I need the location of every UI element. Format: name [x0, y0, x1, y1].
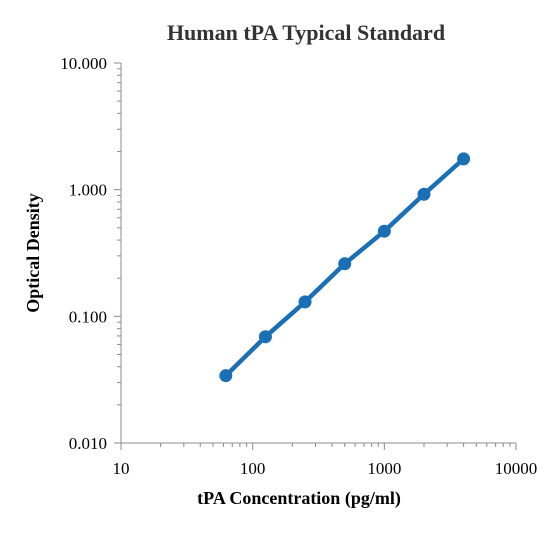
y-tick-label: 1.000 — [69, 181, 107, 200]
y-axis-title: Optical Density — [23, 193, 43, 313]
data-point — [417, 187, 431, 201]
x-tick-label: 1000 — [367, 459, 401, 478]
data-point — [377, 224, 391, 238]
data-point — [219, 369, 233, 383]
y-tick-label: 0.010 — [69, 434, 107, 453]
x-tick-label: 100 — [240, 459, 266, 478]
data-point — [258, 330, 272, 344]
x-tick-label: 10000 — [495, 459, 538, 478]
y-ticks: 0.010 0.100 1.000 10.000 — [60, 54, 121, 453]
data-point — [457, 152, 471, 166]
data-point — [338, 257, 352, 271]
y-tick-label: 10.000 — [60, 54, 107, 73]
y-tick-label: 0.100 — [69, 307, 107, 326]
data-point — [298, 295, 312, 309]
series-group — [219, 152, 471, 383]
x-ticks: 10 100 1000 10000 — [113, 443, 538, 478]
axes — [120, 63, 516, 444]
x-axis-title: tPA Concentration (pg/ml) — [197, 488, 401, 509]
chart-title: Human tPA Typical Standard — [167, 20, 445, 45]
x-tick-label: 10 — [113, 459, 130, 478]
